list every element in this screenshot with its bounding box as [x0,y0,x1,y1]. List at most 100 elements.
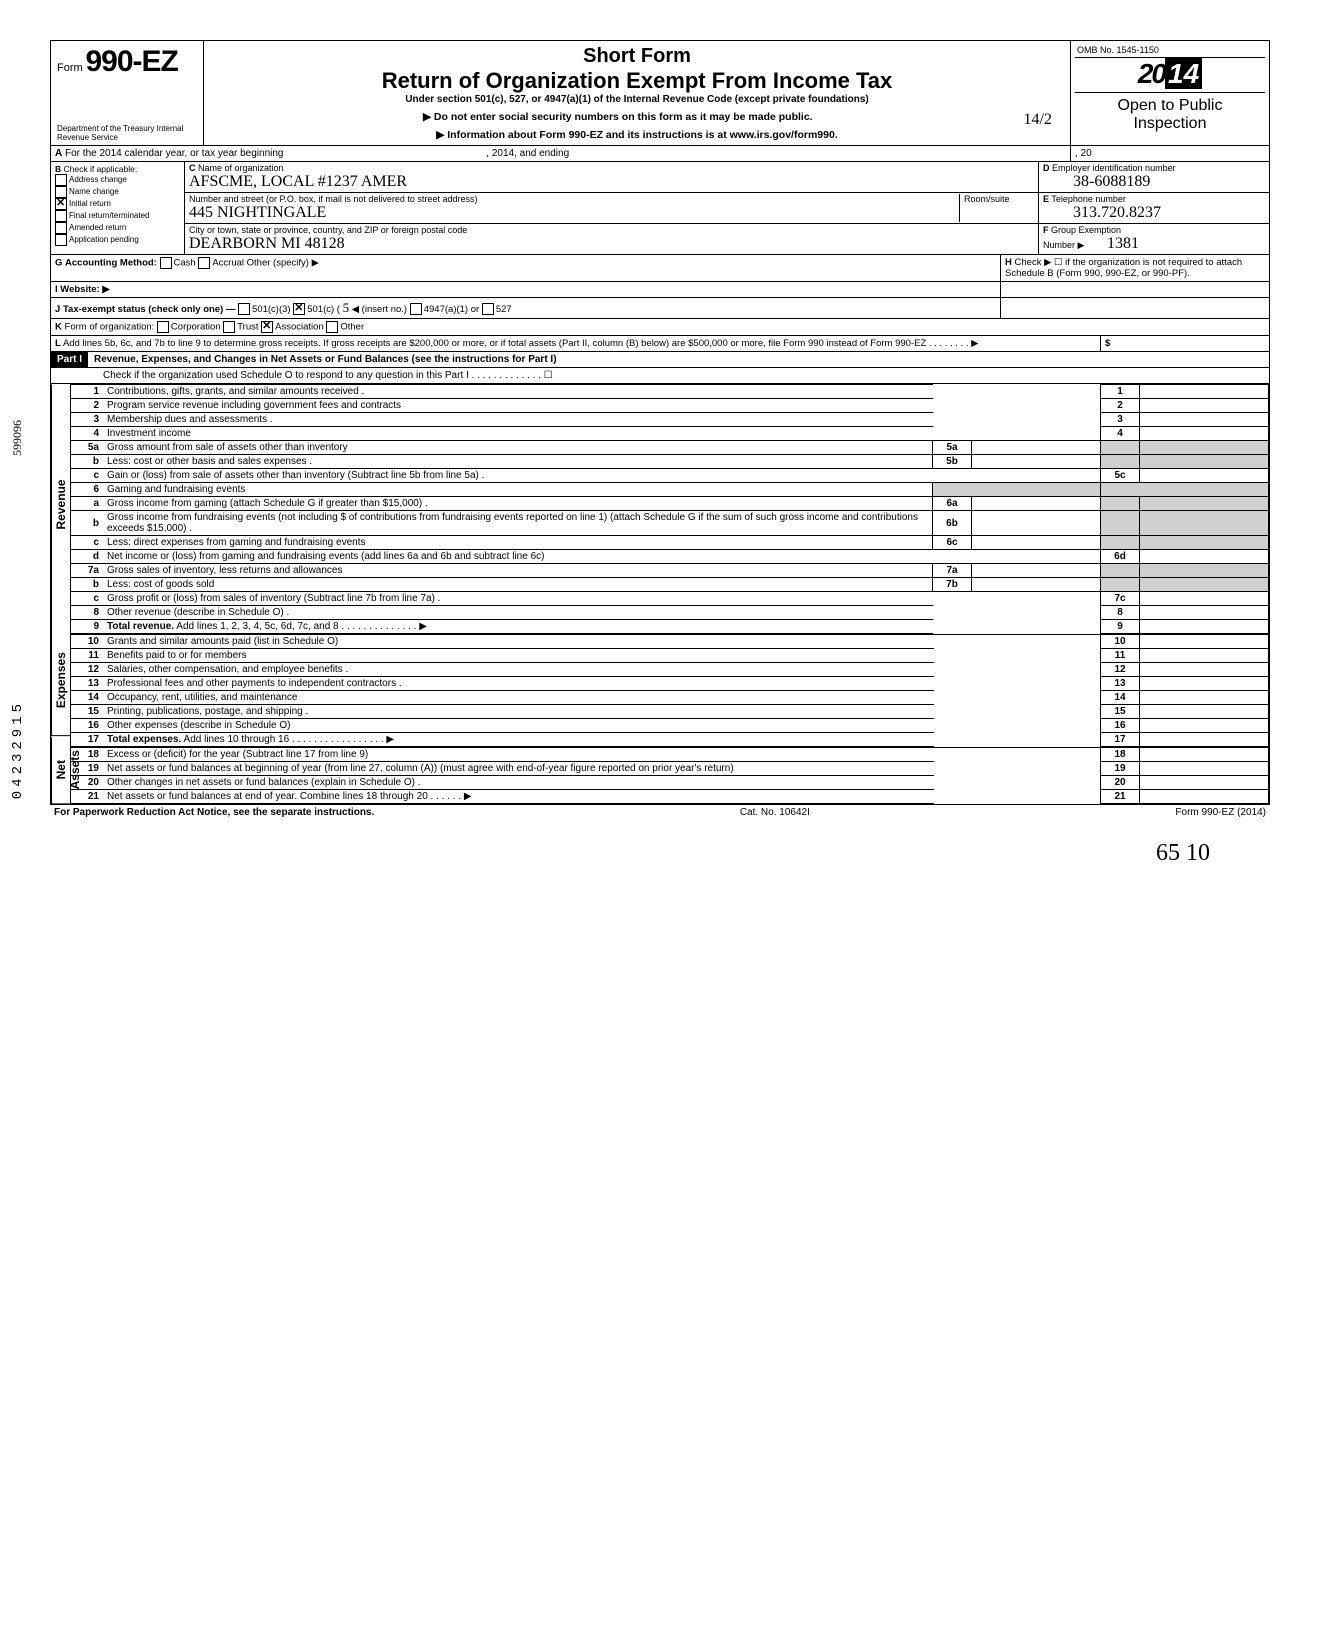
side-expenses: Expenses [51,625,70,736]
box-value[interactable] [1140,776,1269,790]
box-value[interactable] [1140,620,1269,634]
grey-cell [1101,497,1140,511]
box-value[interactable] [1140,762,1269,776]
mid-box-value[interactable] [972,511,1101,536]
box-value[interactable] [1140,550,1269,564]
line-9: 9Total revenue. Add lines 1, 2, 3, 4, 5c… [71,620,1269,634]
chk-527[interactable] [482,303,494,315]
chk-501c[interactable] [293,303,305,315]
grey-cell [1101,511,1140,536]
chk-cash[interactable] [160,257,172,269]
line-4: 4Investment income4 [71,427,1269,441]
line-num: b [71,455,103,469]
opt-accrual: Accrual [212,258,244,269]
chk-501c3[interactable] [238,303,250,315]
mid-box-label: 6a [933,497,972,511]
box-label: 21 [1101,790,1140,804]
chk-corp[interactable] [157,321,169,333]
mid-box-value[interactable] [972,536,1101,550]
mid-box-value[interactable] [972,564,1101,578]
mid-box-value[interactable] [972,578,1101,592]
line-desc: Other changes in net assets or fund bala… [103,776,934,790]
opt-501c: 501(c) ( [307,304,340,315]
line-desc: Less: cost or other basis and sales expe… [103,455,933,469]
city-value[interactable]: DEARBORN MI 48128 [189,235,345,252]
label-a: A [55,148,62,159]
margin-dln: 04232915 [10,700,26,799]
box-label: 1 [1101,385,1140,399]
line-15: 15Printing, publications, postage, and s… [71,705,1269,719]
form-label: Form [57,62,83,74]
line-desc: Benefits paid to or for members [103,649,934,663]
row-i: I Website: ▶ [51,282,1269,298]
box-value[interactable] [1140,635,1269,649]
box-value[interactable] [1140,427,1269,441]
part-1-title: Revenue, Expenses, and Changes in Net As… [88,352,1269,367]
k-text: Form of organization: [65,322,155,333]
line-desc: Program service revenue including govern… [103,399,933,413]
line-num: 7a [71,564,103,578]
line-num: c [71,592,103,606]
chk-trust[interactable] [223,321,235,333]
box-value[interactable] [1140,691,1269,705]
line-desc: Gross sales of inventory, less returns a… [103,564,933,578]
ein-value[interactable]: 38-6088189 [1073,173,1150,190]
box-value[interactable] [1140,677,1269,691]
street-value[interactable]: 445 NIGHTINGALE [189,204,326,221]
group-exemption-value[interactable]: 1381 [1107,235,1139,252]
mid-box-value[interactable] [972,455,1101,469]
warn-text: ▶ Do not enter social security numbers o… [423,111,813,123]
line-desc: Gain or (loss) from sale of assets other… [103,469,933,483]
chk-amended[interactable]: Amended return [55,222,180,234]
line-21: 21Net assets or fund balances at end of … [71,790,1269,804]
line-desc: Salaries, other compensation, and employ… [103,663,934,677]
info-url: ▶ Information about Form 990-EZ and its … [212,129,1062,141]
chk-4947[interactable] [410,303,422,315]
chk-assoc[interactable] [261,321,273,333]
omb-number: OMB No. 1545-1150 [1075,43,1265,58]
row-k: K Form of organization: Corporation Trus… [51,319,1269,336]
box-label: 12 [1101,663,1140,677]
box-value[interactable] [1140,663,1269,677]
box-value[interactable] [1140,606,1269,620]
box-value[interactable] [1140,733,1269,747]
line-num: c [71,469,103,483]
footer-left: For Paperwork Reduction Act Notice, see … [54,807,374,818]
box-value[interactable] [1140,790,1269,804]
chk-app-pending[interactable]: Application pending [55,234,180,246]
chk-other[interactable] [326,321,338,333]
chk-address-change[interactable]: Address change [55,174,180,186]
box-value[interactable] [1140,385,1269,399]
h-text: Check ▶ ☐ if the organization is not req… [1005,257,1242,279]
chk-initial-return[interactable]: Initial return [55,198,180,210]
box-value[interactable] [1140,399,1269,413]
hand-annotation: 14/2 [1024,111,1052,129]
side-revenue: Revenue [51,384,70,625]
box-value[interactable] [1140,413,1269,427]
line-num: 2 [71,399,103,413]
box-value[interactable] [1140,705,1269,719]
city-row: City or town, state or province, country… [185,224,1038,254]
box-label: 16 [1101,719,1140,733]
org-name-value[interactable]: AFSCME, LOCAL #1237 AMER [189,173,407,190]
header-mid: Short Form Return of Organization Exempt… [204,41,1071,145]
box-value[interactable] [1140,748,1269,762]
phone-value[interactable]: 313.720.8237 [1073,204,1161,221]
line-num: 12 [71,663,103,677]
line-5a: 5aGross amount from sale of assets other… [71,441,1269,455]
line-desc: Gross income from fundraising events (no… [103,511,933,536]
box-value[interactable] [1140,719,1269,733]
chk-final-return[interactable]: Final return/terminated [55,210,180,222]
mid-box-value[interactable] [972,497,1101,511]
line-desc: Less: cost of goods sold [103,578,933,592]
chk-name-change[interactable]: Name change [55,186,180,198]
year-suffix: 14 [1165,58,1202,89]
mid-box-value[interactable] [972,441,1101,455]
box-value[interactable] [1140,592,1269,606]
box-value[interactable] [1140,469,1269,483]
part-1-body: Revenue Expenses Net Assets 1Contributio… [51,384,1269,804]
grey-cell [1101,441,1140,455]
insert-no[interactable]: 5 [343,300,350,315]
chk-accrual[interactable] [198,257,210,269]
box-value[interactable] [1140,649,1269,663]
